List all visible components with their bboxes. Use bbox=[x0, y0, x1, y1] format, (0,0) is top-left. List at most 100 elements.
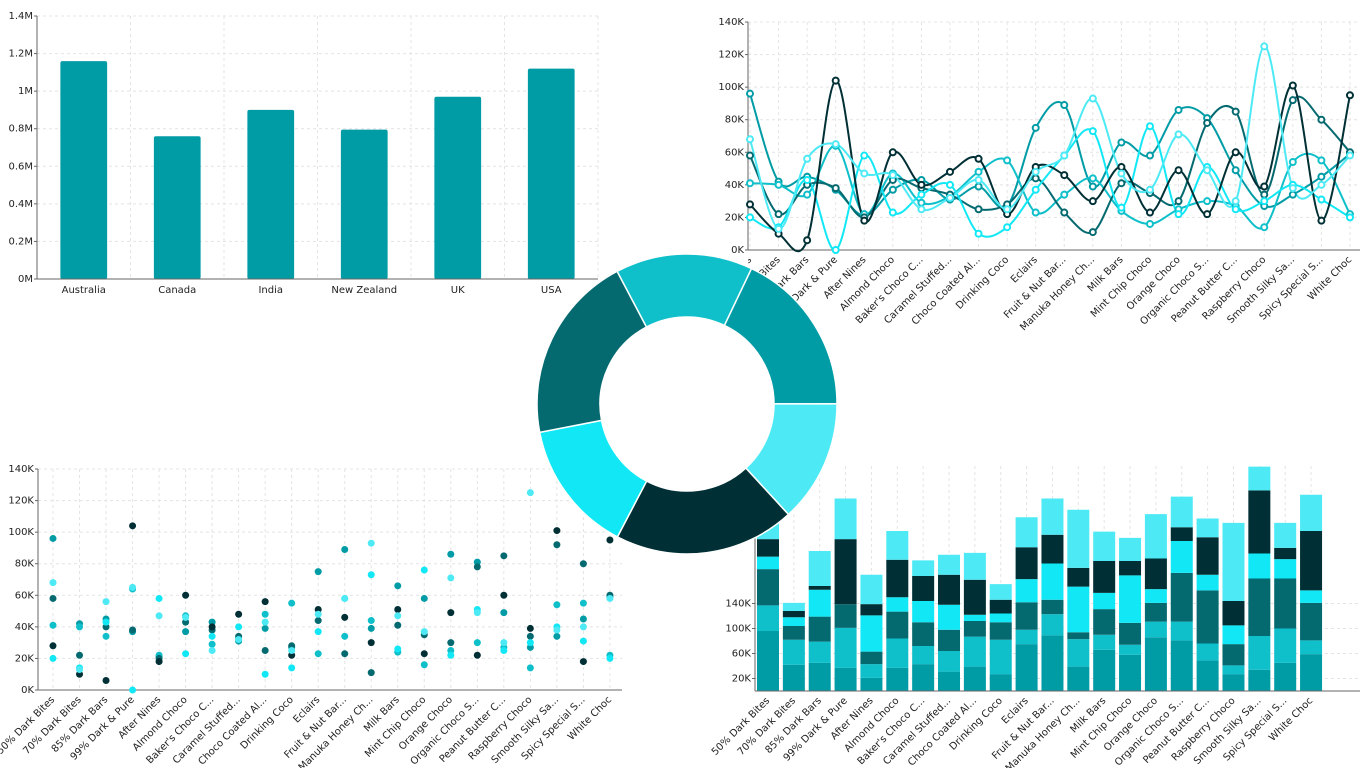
bar-segment bbox=[989, 639, 1012, 675]
point bbox=[500, 647, 508, 655]
point bbox=[261, 610, 269, 618]
donut-slice bbox=[723, 267, 838, 405]
bar-segment bbox=[1067, 632, 1090, 640]
point bbox=[341, 594, 349, 602]
point bbox=[182, 628, 190, 636]
bar-segment bbox=[989, 599, 1012, 614]
point bbox=[341, 546, 349, 554]
point bbox=[774, 180, 783, 189]
point bbox=[500, 552, 508, 560]
bar-segment bbox=[1041, 599, 1064, 615]
point bbox=[860, 169, 869, 178]
bar-segment bbox=[886, 597, 909, 612]
bar-segment bbox=[1067, 567, 1090, 587]
point bbox=[76, 651, 84, 659]
point bbox=[1317, 156, 1326, 165]
point bbox=[500, 639, 508, 647]
bar bbox=[247, 109, 295, 279]
point bbox=[579, 560, 587, 568]
point bbox=[1231, 166, 1240, 175]
point bbox=[314, 628, 322, 636]
bar-segment bbox=[1093, 649, 1116, 691]
point bbox=[746, 213, 754, 222]
bar-segment bbox=[1170, 527, 1193, 541]
x-tick-label: Drinking Coco bbox=[954, 254, 1011, 311]
bar-segment bbox=[1170, 496, 1193, 528]
bar-segment bbox=[1041, 498, 1064, 535]
bar-segment bbox=[757, 569, 779, 606]
point bbox=[288, 664, 296, 672]
bar-segment bbox=[1248, 578, 1271, 636]
point bbox=[1203, 166, 1212, 175]
point bbox=[1031, 123, 1040, 132]
x-tick-label: UK bbox=[451, 285, 465, 296]
bar-segment bbox=[1170, 621, 1193, 641]
bar-segment bbox=[1041, 635, 1064, 691]
point bbox=[341, 632, 349, 640]
point bbox=[314, 568, 322, 576]
point bbox=[155, 594, 163, 602]
y-tick-label: 0.2M bbox=[8, 236, 33, 247]
bar-segment bbox=[1144, 514, 1167, 559]
series-line bbox=[749, 45, 1351, 230]
point bbox=[1260, 223, 1269, 232]
bar-segment bbox=[782, 664, 805, 691]
point bbox=[1088, 228, 1097, 237]
point bbox=[1031, 174, 1040, 183]
point bbox=[261, 598, 269, 606]
point bbox=[945, 167, 954, 176]
bar-segment bbox=[1093, 592, 1116, 610]
point bbox=[579, 637, 587, 645]
point bbox=[579, 623, 587, 631]
point bbox=[1260, 182, 1269, 191]
bar-segment bbox=[1015, 517, 1038, 548]
point bbox=[1203, 197, 1212, 206]
point bbox=[420, 661, 428, 669]
bar-segment bbox=[834, 539, 857, 605]
point bbox=[1003, 223, 1012, 232]
bar-segment bbox=[1093, 531, 1116, 561]
bar-segment bbox=[989, 584, 1012, 600]
point bbox=[1203, 210, 1212, 219]
point bbox=[831, 246, 840, 254]
point bbox=[553, 632, 561, 640]
point bbox=[182, 591, 190, 599]
bar-segment bbox=[1093, 634, 1116, 650]
bar-segment bbox=[1067, 639, 1090, 667]
bar-segment bbox=[1015, 579, 1038, 603]
bar-segment bbox=[757, 605, 779, 631]
point bbox=[1088, 197, 1097, 206]
bar-segment bbox=[1274, 522, 1297, 548]
point bbox=[746, 151, 754, 160]
bar-segment bbox=[912, 646, 935, 665]
bar-segment bbox=[1170, 572, 1193, 622]
bar bbox=[434, 96, 482, 280]
point bbox=[1060, 171, 1069, 180]
point bbox=[447, 550, 455, 558]
point bbox=[76, 623, 84, 631]
bar-segment bbox=[1274, 578, 1297, 629]
y-tick-label: 40K bbox=[15, 622, 35, 633]
y-tick-label: 1M bbox=[18, 86, 33, 97]
point bbox=[746, 179, 754, 188]
point bbox=[1145, 151, 1154, 160]
point bbox=[49, 642, 57, 650]
bar-segment bbox=[1144, 637, 1167, 691]
point bbox=[1288, 81, 1297, 90]
bar-segment bbox=[938, 604, 961, 630]
point bbox=[526, 624, 534, 632]
bar-segment bbox=[886, 638, 909, 668]
point bbox=[367, 571, 375, 579]
point bbox=[102, 677, 110, 685]
bar-segment bbox=[782, 617, 805, 626]
point bbox=[1003, 205, 1012, 214]
point bbox=[49, 594, 57, 602]
point bbox=[1317, 115, 1326, 124]
bar-segment bbox=[782, 602, 805, 611]
bar-segment bbox=[757, 539, 779, 557]
point bbox=[314, 617, 322, 625]
point bbox=[447, 609, 455, 617]
y-tick-label: 80K bbox=[15, 559, 35, 570]
